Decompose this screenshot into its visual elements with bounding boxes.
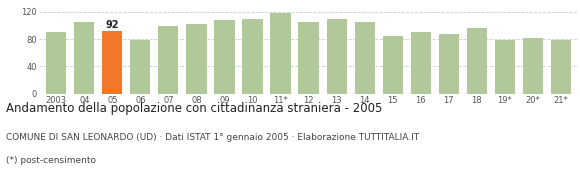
Bar (102, 31, 122, 94)
Bar (354, 22, 375, 94)
Bar (158, 26, 179, 94)
Bar (299, 22, 318, 94)
Bar (186, 24, 206, 94)
Bar (74, 22, 95, 94)
Bar (383, 36, 403, 94)
Bar (551, 40, 571, 94)
Bar (495, 40, 515, 94)
Bar (327, 19, 347, 94)
Text: Andamento della popolazione con cittadinanza straniera - 2005: Andamento della popolazione con cittadin… (6, 102, 382, 115)
Text: 92: 92 (106, 20, 119, 30)
Bar (523, 38, 543, 94)
Bar (242, 19, 263, 94)
Text: (*) post-censimento: (*) post-censimento (6, 156, 96, 165)
Bar (411, 32, 431, 94)
Text: COMUNE DI SAN LEONARDO (UD) · Dati ISTAT 1° gennaio 2005 · Elaborazione TUTTITAL: COMUNE DI SAN LEONARDO (UD) · Dati ISTAT… (6, 133, 419, 142)
Bar (270, 13, 291, 94)
Bar (46, 32, 66, 94)
Bar (215, 20, 234, 94)
Bar (130, 40, 150, 94)
Bar (438, 34, 459, 94)
Bar (467, 28, 487, 94)
